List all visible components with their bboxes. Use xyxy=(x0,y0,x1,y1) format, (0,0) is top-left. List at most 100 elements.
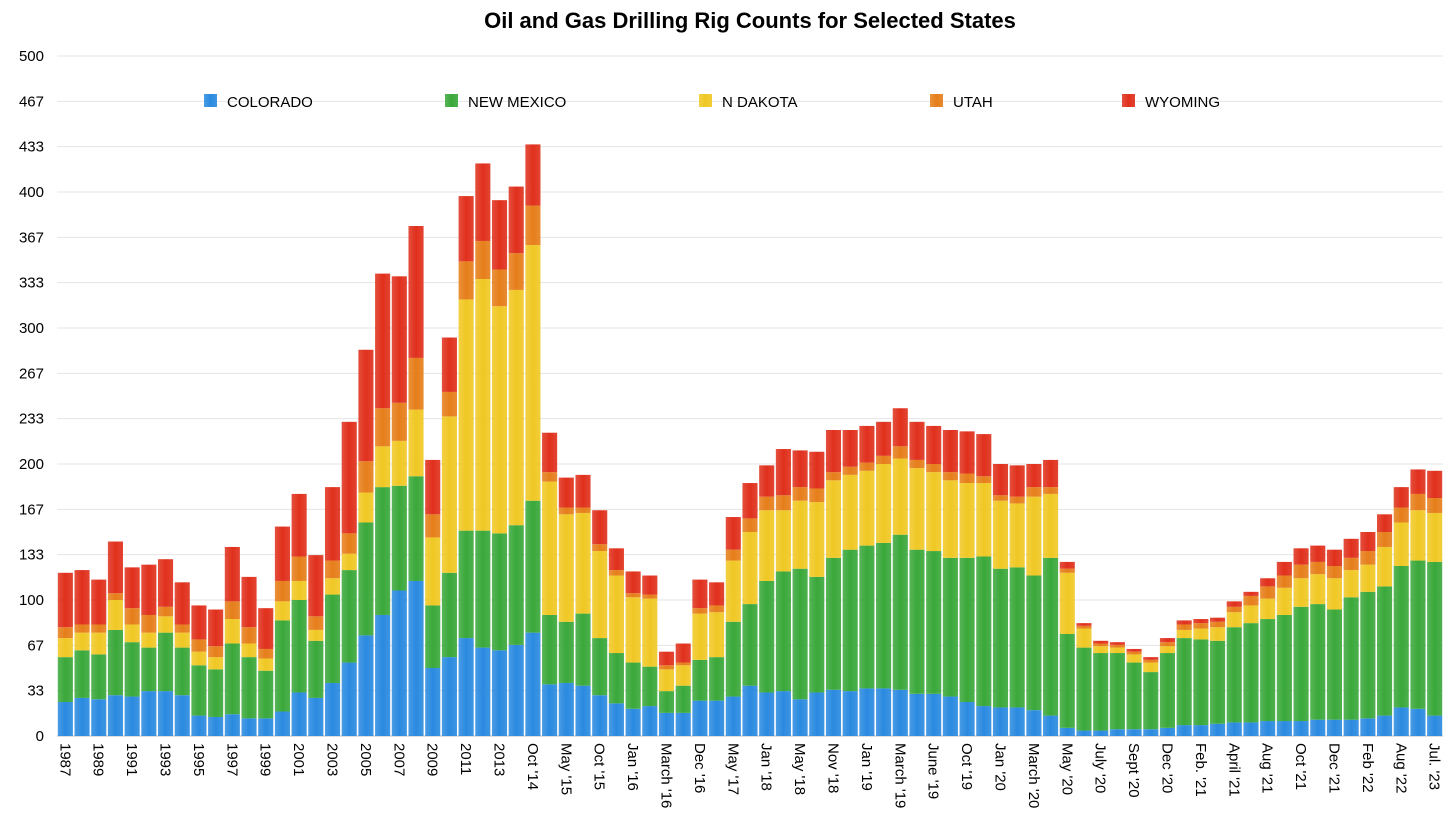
bar-new-mexico xyxy=(1393,566,1409,708)
bar-new-mexico xyxy=(224,643,240,715)
bar-colorado xyxy=(341,662,357,736)
x-tick-label: Oct '14 xyxy=(524,743,541,790)
bar-wyoming xyxy=(1343,538,1359,558)
bar-new-mexico xyxy=(1126,662,1142,730)
bar-utah xyxy=(558,507,574,515)
bar-wyoming xyxy=(1360,532,1376,552)
bar-new-mexico xyxy=(792,568,808,700)
bar-colorado xyxy=(1226,722,1242,736)
bar-wyoming xyxy=(508,186,524,254)
bar-utah xyxy=(141,614,157,633)
bar-new-mexico xyxy=(74,650,90,698)
bar-wyoming xyxy=(141,564,157,615)
bar-colorado xyxy=(391,590,407,736)
x-tick-label: Dec '16 xyxy=(691,743,708,793)
bar-utah xyxy=(1043,487,1059,494)
bar-colorado xyxy=(491,650,508,736)
bar-wyoming xyxy=(1126,648,1142,652)
x-tick-label: 2013 xyxy=(491,743,508,776)
bar-wyoming xyxy=(1310,545,1326,562)
bar-wyoming xyxy=(57,572,73,628)
bar-new-mexico xyxy=(1159,653,1176,728)
legend-label: WYOMING xyxy=(1145,94,1220,111)
bar-colorado xyxy=(742,685,758,736)
bar-n-dakota xyxy=(642,598,658,667)
bar-wyoming xyxy=(809,451,825,489)
bar-new-mexico xyxy=(1143,672,1159,730)
bar-new-mexico xyxy=(425,605,441,668)
bar-n-dakota xyxy=(74,632,90,651)
bar-colorado xyxy=(926,693,942,736)
bar-new-mexico xyxy=(725,621,741,697)
bar-new-mexico xyxy=(1226,627,1242,723)
bar-n-dakota xyxy=(358,492,374,523)
x-tick-label: June '19 xyxy=(925,743,942,799)
bar-wyoming xyxy=(74,570,90,625)
bars xyxy=(57,144,1443,736)
x-tick-label: Oct '21 xyxy=(1292,743,1309,790)
bar-wyoming xyxy=(91,579,107,625)
bar-utah xyxy=(258,648,274,659)
bar-n-dakota xyxy=(775,510,791,572)
bar-new-mexico xyxy=(258,670,274,719)
bar-wyoming xyxy=(558,477,574,508)
bar-n-dakota xyxy=(91,632,107,655)
bar-colorado xyxy=(324,682,341,736)
bar-new-mexico xyxy=(825,557,842,690)
bar-wyoming xyxy=(909,421,925,460)
bar-n-dakota xyxy=(291,580,307,600)
bar-n-dakota xyxy=(57,638,73,658)
bar-utah xyxy=(191,639,207,652)
y-tick-label: 67 xyxy=(27,637,44,654)
bar-n-dakota xyxy=(625,597,641,663)
y-tick-label: 300 xyxy=(19,320,44,337)
bar-n-dakota xyxy=(759,510,775,581)
bar-wyoming xyxy=(942,430,958,473)
bar-new-mexico xyxy=(375,487,391,615)
bar-utah xyxy=(1427,498,1443,513)
bar-utah xyxy=(1126,651,1142,655)
bar-wyoming xyxy=(291,493,307,557)
bar-utah xyxy=(1093,643,1109,647)
bar-n-dakota xyxy=(1260,598,1276,620)
x-tick-label: Jan '20 xyxy=(991,743,1008,791)
x-tick-label: 1999 xyxy=(257,743,274,776)
bar-utah xyxy=(375,408,391,447)
bar-wyoming xyxy=(625,571,641,594)
bar-n-dakota xyxy=(141,632,157,648)
bar-wyoming xyxy=(224,546,240,602)
bar-colorado xyxy=(241,718,257,736)
bar-wyoming xyxy=(725,517,741,550)
bar-utah xyxy=(825,472,842,481)
bar-wyoming xyxy=(1427,470,1443,498)
x-tick-label: Aug '21 xyxy=(1259,743,1276,793)
bar-n-dakota xyxy=(859,470,875,546)
bar-wyoming xyxy=(208,609,224,647)
bar-n-dakota xyxy=(1427,512,1443,562)
bar-new-mexico xyxy=(358,522,374,636)
bar-utah xyxy=(1210,621,1226,628)
bar-wyoming xyxy=(1159,638,1176,643)
bar-wyoming xyxy=(491,200,508,270)
bar-colorado xyxy=(608,703,624,736)
bar-colorado xyxy=(775,691,791,736)
bar-colorado xyxy=(825,689,842,736)
bar-wyoming xyxy=(274,526,290,581)
bar-colorado xyxy=(1126,729,1142,736)
bar-new-mexico xyxy=(324,594,341,683)
bar-colorado xyxy=(842,691,858,736)
bar-new-mexico xyxy=(1093,653,1109,731)
bar-n-dakota xyxy=(1176,629,1192,639)
bar-wyoming xyxy=(575,474,591,508)
bar-new-mexico xyxy=(892,534,908,690)
x-tick-label: 1993 xyxy=(157,743,174,776)
bar-new-mexico xyxy=(1410,560,1426,709)
bar-n-dakota xyxy=(408,409,424,477)
bar-wyoming xyxy=(859,425,875,463)
bar-utah xyxy=(1193,623,1209,629)
bar-utah xyxy=(1310,561,1326,575)
bar-n-dakota xyxy=(1343,570,1359,598)
bar-new-mexico xyxy=(1377,586,1393,716)
bar-wyoming xyxy=(425,459,441,515)
bar-colorado xyxy=(308,697,324,736)
